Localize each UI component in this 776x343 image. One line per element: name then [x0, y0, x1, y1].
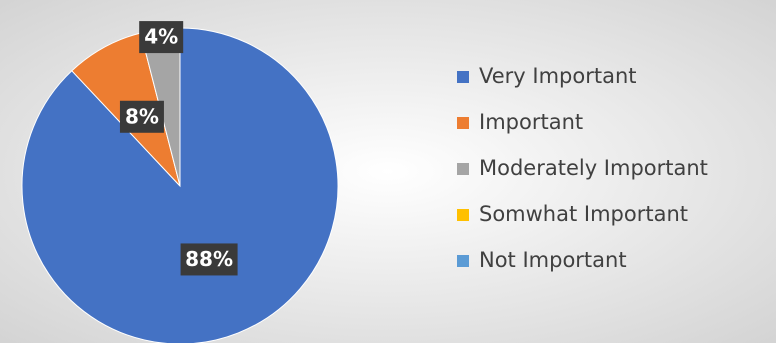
- data-label-box: [119, 100, 164, 133]
- data-label: 88%: [185, 247, 233, 271]
- legend-label: Very Important: [479, 64, 637, 88]
- data-label-box: [180, 243, 238, 276]
- data-labels: 88% 8% 4%: [119, 21, 238, 276]
- pie: [21, 27, 339, 343]
- legend-label: Moderately Important: [479, 156, 708, 180]
- data-label: 8%: [125, 104, 159, 128]
- legend-swatch: [457, 71, 469, 83]
- legend-label: Important: [479, 110, 583, 134]
- data-label: 4%: [144, 25, 178, 49]
- legend-swatch: [457, 117, 469, 129]
- legend-swatch: [457, 163, 469, 175]
- legend: Very Important Important Moderately Import…: [457, 64, 708, 272]
- legend-swatch: [457, 255, 469, 267]
- legend-label: Somwhat Important: [479, 202, 688, 226]
- legend-label: Not Important: [479, 248, 627, 272]
- legend-swatch: [457, 209, 469, 221]
- data-label-box: [139, 21, 184, 54]
